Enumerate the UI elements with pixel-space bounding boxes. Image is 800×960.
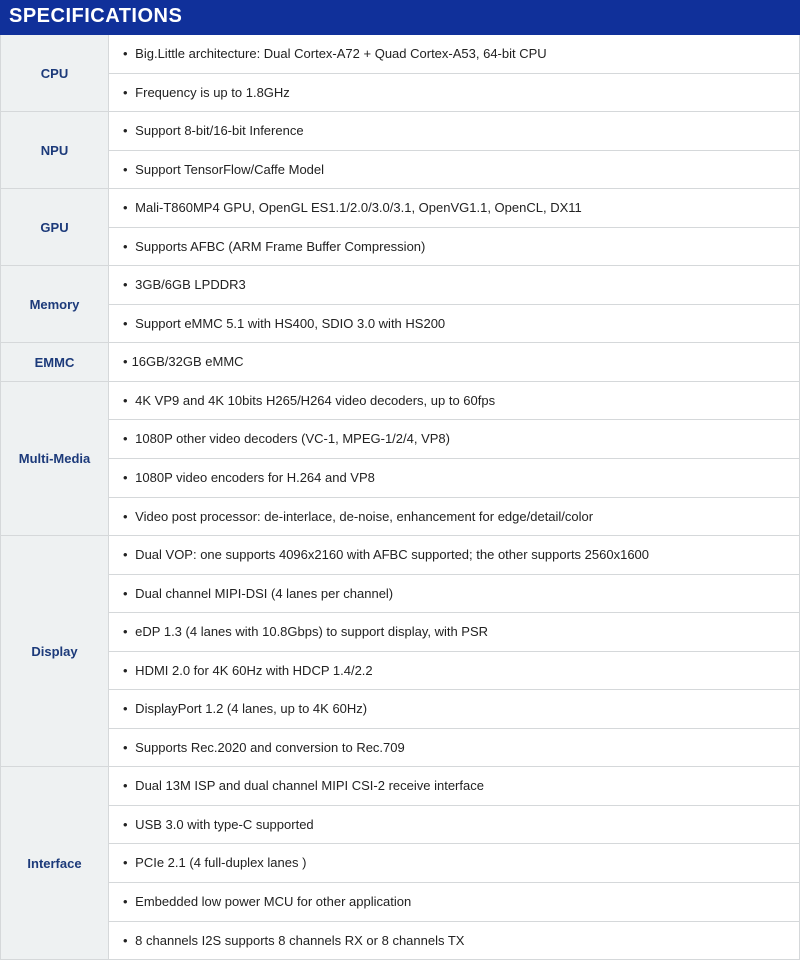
table-row: • Support TensorFlow/Caffe Model	[1, 150, 800, 189]
bullet-icon: •	[123, 431, 128, 446]
spec-value-cell: • 4K VP9 and 4K 10bits H265/H264 video d…	[109, 381, 800, 420]
bullet-icon: •	[123, 778, 128, 793]
spec-value-cell: • Support 8-bit/16-bit Inference	[109, 112, 800, 151]
bullet-icon: •	[123, 701, 128, 716]
bullet-icon: •	[123, 470, 128, 485]
spec-label-cell: EMMC	[1, 343, 109, 382]
bullet-icon: •	[123, 316, 128, 331]
table-row: • Frequency is up to 1.8GHz	[1, 73, 800, 112]
bullet-icon: •	[123, 393, 128, 408]
spec-value-cell: • DisplayPort 1.2 (4 lanes, up to 4K 60H…	[109, 690, 800, 729]
table-row: Display• Dual VOP: one supports 4096x216…	[1, 536, 800, 575]
table-row: • Support eMMC 5.1 with HS400, SDIO 3.0 …	[1, 304, 800, 343]
spec-label-cell: Memory	[1, 266, 109, 343]
spec-label-cell: NPU	[1, 112, 109, 189]
table-row: • eDP 1.3 (4 lanes with 10.8Gbps) to sup…	[1, 613, 800, 652]
bullet-icon: •	[123, 46, 128, 61]
spec-label-cell: Display	[1, 536, 109, 767]
spec-label-cell: Interface	[1, 767, 109, 960]
table-header-title: SPECIFICATIONS	[1, 1, 800, 35]
table-row: Multi-Media• 4K VP9 and 4K 10bits H265/H…	[1, 381, 800, 420]
bullet-icon: •	[123, 740, 128, 755]
spec-value-cell: • HDMI 2.0 for 4K 60Hz with HDCP 1.4/2.2	[109, 651, 800, 690]
bullet-icon: •	[123, 200, 128, 215]
spec-value-cell: • 1080P other video decoders (VC-1, MPEG…	[109, 420, 800, 459]
bullet-icon: •	[123, 239, 128, 254]
spec-value-cell: • PCIe 2.1 (4 full-duplex lanes )	[109, 844, 800, 883]
bullet-icon: •	[123, 586, 128, 601]
table-row: • Video post processor: de-interlace, de…	[1, 497, 800, 536]
bullet-icon: •	[123, 354, 128, 369]
spec-value-cell: • USB 3.0 with type-C supported	[109, 805, 800, 844]
table-row: • HDMI 2.0 for 4K 60Hz with HDCP 1.4/2.2	[1, 651, 800, 690]
table-row: • Embedded low power MCU for other appli…	[1, 883, 800, 922]
bullet-icon: •	[123, 855, 128, 870]
table-row: • 1080P video encoders for H.264 and VP8	[1, 459, 800, 498]
table-row: • Supports AFBC (ARM Frame Buffer Compre…	[1, 227, 800, 266]
bullet-icon: •	[123, 624, 128, 639]
spec-value-cell: • Dual channel MIPI-DSI (4 lanes per cha…	[109, 574, 800, 613]
table-row: • DisplayPort 1.2 (4 lanes, up to 4K 60H…	[1, 690, 800, 729]
spec-value-cell: • eDP 1.3 (4 lanes with 10.8Gbps) to sup…	[109, 613, 800, 652]
spec-value-cell: • Support TensorFlow/Caffe Model	[109, 150, 800, 189]
spec-value-cell: • 8 channels I2S supports 8 channels RX …	[109, 921, 800, 960]
spec-value-cell: •16GB/32GB eMMC	[109, 343, 800, 382]
bullet-icon: •	[123, 817, 128, 832]
spec-value-cell: • Supports AFBC (ARM Frame Buffer Compre…	[109, 227, 800, 266]
spec-value-cell: • Dual VOP: one supports 4096x2160 with …	[109, 536, 800, 575]
spec-value-cell: • 3GB/6GB LPDDR3	[109, 266, 800, 305]
table-row: • PCIe 2.1 (4 full-duplex lanes )	[1, 844, 800, 883]
spec-value-cell: • 1080P video encoders for H.264 and VP8	[109, 459, 800, 498]
table-row: • USB 3.0 with type-C supported	[1, 805, 800, 844]
table-row: • 1080P other video decoders (VC-1, MPEG…	[1, 420, 800, 459]
table-row: NPU• Support 8-bit/16-bit Inference	[1, 112, 800, 151]
table-row: EMMC•16GB/32GB eMMC	[1, 343, 800, 382]
table-row: CPU• Big.Little architecture: Dual Corte…	[1, 35, 800, 74]
spec-value-cell: • Frequency is up to 1.8GHz	[109, 73, 800, 112]
bullet-icon: •	[123, 123, 128, 138]
table-row: Memory• 3GB/6GB LPDDR3	[1, 266, 800, 305]
bullet-icon: •	[123, 509, 128, 524]
bullet-icon: •	[123, 663, 128, 678]
spec-label-cell: CPU	[1, 35, 109, 112]
spec-label-cell: GPU	[1, 189, 109, 266]
bullet-icon: •	[123, 547, 128, 562]
spec-value-cell: • Supports Rec.2020 and conversion to Re…	[109, 728, 800, 767]
spec-value-cell: • Support eMMC 5.1 with HS400, SDIO 3.0 …	[109, 304, 800, 343]
table-row: • 8 channels I2S supports 8 channels RX …	[1, 921, 800, 960]
table-row: • Dual channel MIPI-DSI (4 lanes per cha…	[1, 574, 800, 613]
spec-value-cell: • Embedded low power MCU for other appli…	[109, 883, 800, 922]
bullet-icon: •	[123, 162, 128, 177]
spec-value-cell: • Video post processor: de-interlace, de…	[109, 497, 800, 536]
spec-label-cell: Multi-Media	[1, 381, 109, 535]
bullet-icon: •	[123, 894, 128, 909]
bullet-icon: •	[123, 933, 128, 948]
spec-value-cell: • Big.Little architecture: Dual Cortex-A…	[109, 35, 800, 74]
bullet-icon: •	[123, 277, 128, 292]
table-header-row: SPECIFICATIONS	[1, 1, 800, 35]
table-row: • Supports Rec.2020 and conversion to Re…	[1, 728, 800, 767]
table-row: GPU• Mali-T860MP4 GPU, OpenGL ES1.1/2.0/…	[1, 189, 800, 228]
specifications-table: SPECIFICATIONS CPU• Big.Little architect…	[0, 0, 800, 960]
spec-value-cell: • Mali-T860MP4 GPU, OpenGL ES1.1/2.0/3.0…	[109, 189, 800, 228]
bullet-icon: •	[123, 85, 128, 100]
